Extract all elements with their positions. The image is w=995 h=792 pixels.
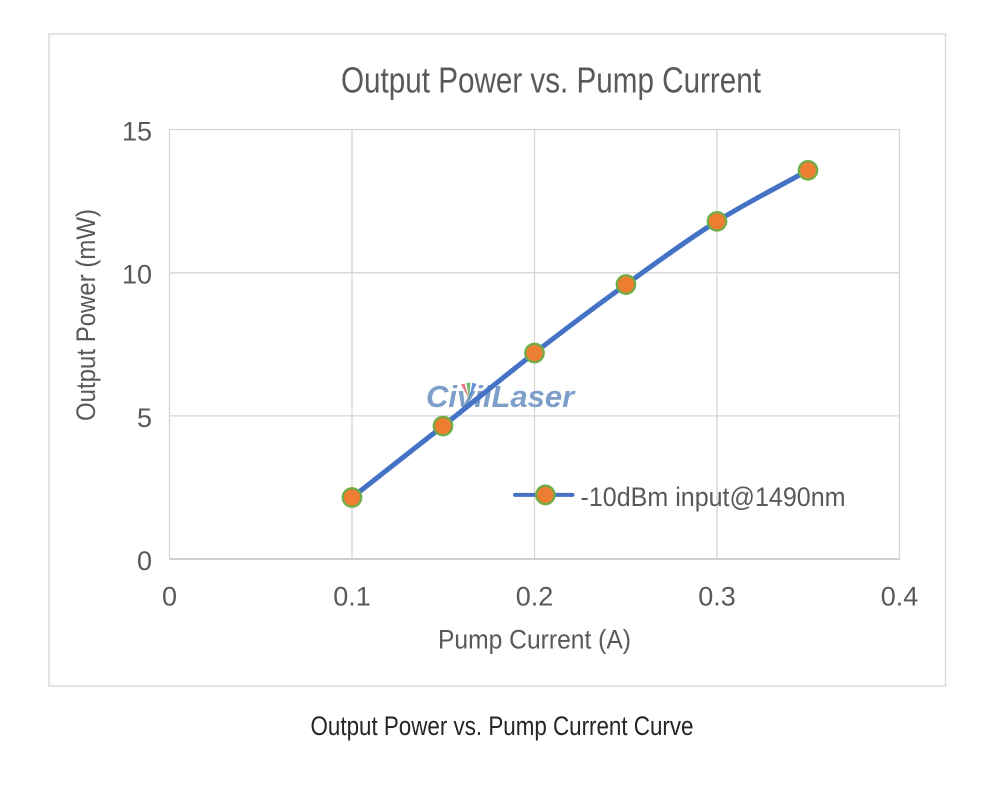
svg-text:0: 0 <box>162 582 177 612</box>
svg-text:Output Power (mW): Output Power (mW) <box>71 209 101 421</box>
svg-text:Output Power vs. Pump Current: Output Power vs. Pump Current <box>341 60 761 101</box>
svg-text:10: 10 <box>122 260 152 290</box>
svg-text:-10dBm input@1490nm: -10dBm input@1490nm <box>581 482 846 512</box>
svg-text:0.3: 0.3 <box>698 582 736 612</box>
svg-text:0: 0 <box>137 546 152 576</box>
svg-text:15: 15 <box>122 117 152 147</box>
svg-text:0.1: 0.1 <box>333 582 371 612</box>
svg-text:Output Power vs. Pump Current: Output Power vs. Pump Current Curve <box>311 711 694 741</box>
svg-text:0.2: 0.2 <box>516 582 554 612</box>
svg-text:5: 5 <box>137 403 152 433</box>
svg-text:Pump Current (A): Pump Current (A) <box>438 625 631 655</box>
svg-text:CivilLaser: CivilLaser <box>426 379 576 414</box>
svg-text:0.4: 0.4 <box>881 582 919 612</box>
